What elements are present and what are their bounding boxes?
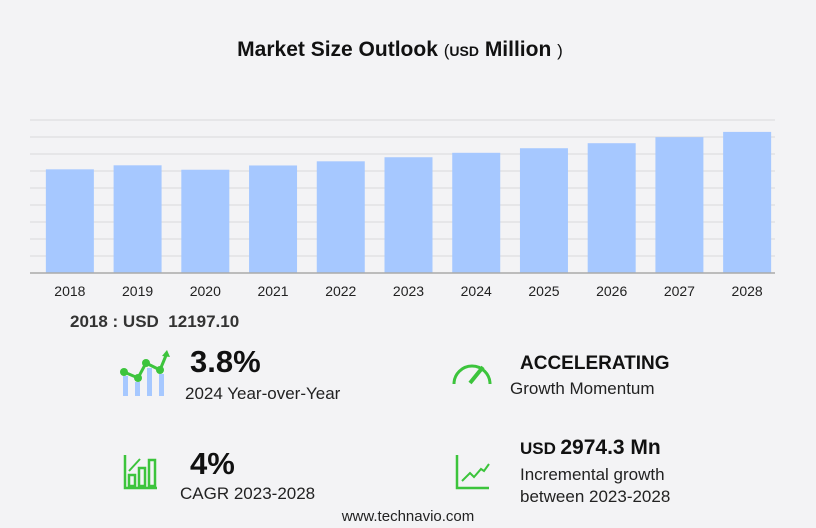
- bar-2028: [723, 131, 772, 273]
- trend-up-icon: [455, 455, 490, 490]
- x-tick-label: 2027: [664, 283, 695, 299]
- yoy-value: 3.8%: [190, 344, 261, 379]
- incremental-amount: 2974.3 Mn: [560, 436, 661, 459]
- momentum-value: ACCELERATING: [520, 353, 670, 374]
- title-main: Market Size Outlook: [237, 38, 438, 61]
- incremental-label: Incremental growth: [520, 465, 665, 484]
- bar-growth-icon: [123, 455, 157, 490]
- bar-2019: [113, 165, 162, 273]
- bar-2026: [587, 143, 636, 273]
- incremental-prefix: USD: [520, 439, 556, 458]
- incremental-value: USD 2974.3 Mn: [520, 436, 661, 460]
- bar-2025: [519, 148, 568, 273]
- x-tick-label: 2024: [461, 283, 492, 299]
- momentum-label: Growth Momentum: [510, 379, 655, 398]
- bar-2022: [316, 161, 365, 273]
- x-tick-label: 2028: [732, 283, 763, 299]
- x-tick-label: 2025: [528, 283, 559, 299]
- base-year-label: 2018 : USD: [70, 312, 159, 331]
- title-paren: ): [557, 41, 563, 60]
- x-tick-label: 2021: [257, 283, 288, 299]
- title-paren: (: [443, 41, 450, 60]
- bar-2018: [45, 169, 94, 273]
- x-tick-label: 2018: [54, 283, 85, 299]
- growth-chart-icon: [120, 350, 170, 396]
- x-tick-label: 2022: [325, 283, 356, 299]
- bar-chart: 2018 2019 2020 2021 2022 2023 2024 2025 2026 2027…: [30, 119, 775, 299]
- title-unit-word: Million: [484, 38, 552, 61]
- bar-2021: [249, 165, 298, 273]
- bar-2024: [452, 152, 501, 273]
- title-unit: USD: [449, 43, 479, 59]
- bar-2020: [181, 169, 230, 273]
- x-tick-label: 2020: [190, 283, 221, 299]
- x-tick-label: 2026: [596, 283, 627, 299]
- bar-2023: [384, 157, 433, 273]
- incremental-period: between 2023-2028: [520, 487, 671, 506]
- cagr-label: CAGR 2023-2028: [180, 484, 316, 503]
- bar-2027: [655, 137, 704, 273]
- yoy-label: 2024 Year-over-Year: [185, 384, 341, 403]
- speedometer-icon: [452, 364, 492, 385]
- chart-title: Market Size Outlook (USD Million ): [0, 38, 800, 62]
- x-tick-label: 2019: [122, 283, 153, 299]
- footer-url[interactable]: www.technavio.com: [341, 508, 475, 525]
- cagr-value: 4%: [190, 446, 235, 481]
- base-year-value: 2018 : USD 12197.10: [70, 312, 239, 332]
- base-year-number: 12197.10: [168, 312, 240, 331]
- x-tick-label: 2023: [393, 283, 424, 299]
